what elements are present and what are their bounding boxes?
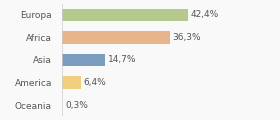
Text: 42,4%: 42,4% <box>190 10 219 19</box>
Text: 14,7%: 14,7% <box>108 55 136 64</box>
Text: 6,4%: 6,4% <box>83 78 106 87</box>
Bar <box>62 9 188 21</box>
Bar <box>62 54 105 66</box>
Text: 0,3%: 0,3% <box>65 101 88 110</box>
Bar <box>62 76 81 89</box>
Text: 36,3%: 36,3% <box>172 33 201 42</box>
Bar <box>62 31 170 44</box>
